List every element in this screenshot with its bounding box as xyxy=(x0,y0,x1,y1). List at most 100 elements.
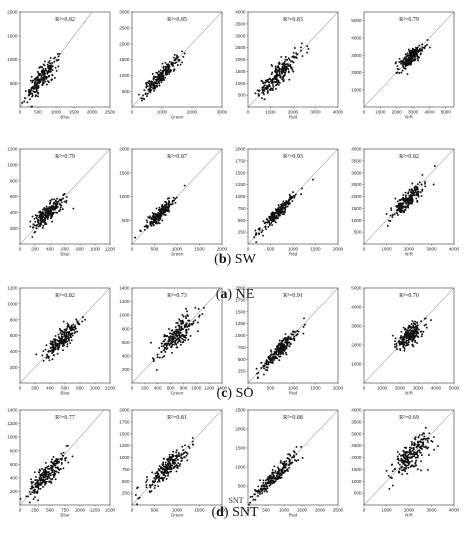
data-point xyxy=(406,454,409,457)
data-point xyxy=(49,62,52,65)
data-point xyxy=(175,328,178,331)
data-point xyxy=(397,202,400,205)
data-point xyxy=(32,481,34,484)
x-tick-label: 2000 xyxy=(404,508,415,513)
x-tick-label: 0 xyxy=(131,110,134,115)
data-point xyxy=(41,219,44,222)
x-axis-label: Blue xyxy=(60,252,70,257)
data-point xyxy=(46,212,49,215)
data-point xyxy=(414,190,417,193)
data-point xyxy=(46,72,49,75)
data-point xyxy=(165,345,168,348)
data-point xyxy=(186,452,189,455)
data-point xyxy=(294,331,297,334)
data-point xyxy=(398,470,400,473)
data-point xyxy=(275,216,278,219)
data-point xyxy=(278,359,281,362)
data-point xyxy=(167,200,170,203)
data-point xyxy=(145,224,148,227)
data-point xyxy=(181,313,184,316)
x-tick-label: 0 xyxy=(19,386,22,391)
data-point xyxy=(176,328,179,331)
data-point xyxy=(291,456,294,459)
data-point xyxy=(401,197,404,200)
data-point xyxy=(143,225,146,228)
data-point xyxy=(395,205,398,208)
data-point xyxy=(417,56,420,59)
data-point xyxy=(281,63,284,66)
data-point xyxy=(166,471,169,474)
data-point xyxy=(284,55,287,58)
data-point xyxy=(66,335,69,338)
y-tick-label: 4000 xyxy=(351,408,362,413)
data-point xyxy=(155,79,158,82)
data-point xyxy=(403,347,406,350)
data-point xyxy=(158,206,161,209)
data-point xyxy=(276,345,278,348)
y-tick-label: 500 xyxy=(238,357,246,362)
data-point xyxy=(282,63,285,66)
data-point xyxy=(276,474,279,477)
data-point xyxy=(407,459,410,462)
data-point xyxy=(407,201,410,204)
data-point xyxy=(39,482,42,485)
data-point xyxy=(278,349,281,352)
data-point xyxy=(261,492,264,495)
data-point xyxy=(163,469,166,471)
data-point xyxy=(156,356,159,359)
data-point xyxy=(65,196,68,198)
data-point xyxy=(409,328,412,331)
y-tick-label: 250 xyxy=(238,230,246,235)
x-tick-label: 600 xyxy=(61,386,69,391)
data-point xyxy=(405,458,408,461)
data-point xyxy=(283,349,286,352)
data-point xyxy=(293,196,296,199)
data-point xyxy=(268,216,271,219)
data-point xyxy=(287,201,290,203)
data-point xyxy=(39,81,41,84)
data-point xyxy=(167,70,170,73)
data-point xyxy=(157,485,160,488)
x-tick-label: 1200 xyxy=(204,386,215,391)
data-point xyxy=(387,474,390,477)
data-point xyxy=(284,63,287,66)
data-point xyxy=(58,344,61,347)
x-tick-label: 1000 xyxy=(51,110,62,115)
data-point xyxy=(412,330,415,333)
data-point xyxy=(292,337,295,340)
data-point xyxy=(45,471,48,473)
data-point xyxy=(257,93,260,95)
data-point xyxy=(172,69,175,72)
point-group xyxy=(150,306,205,371)
data-point xyxy=(28,93,31,96)
data-point xyxy=(261,86,264,89)
y-tick-label: 1500 xyxy=(235,446,246,451)
data-point xyxy=(48,66,51,69)
y-tick-label: 500 xyxy=(122,89,130,94)
one-to-one-line xyxy=(19,148,111,245)
data-point xyxy=(183,456,186,459)
data-point xyxy=(45,356,48,359)
data-point xyxy=(413,465,416,467)
data-point xyxy=(272,89,274,92)
data-point xyxy=(416,188,419,191)
data-point xyxy=(281,347,284,350)
data-point xyxy=(280,72,283,75)
data-point xyxy=(31,94,34,97)
data-point xyxy=(275,215,278,217)
data-point xyxy=(390,464,393,466)
data-point xyxy=(51,69,54,72)
data-point xyxy=(414,461,417,464)
y-tick-label: 500 xyxy=(122,218,130,223)
data-point xyxy=(46,207,49,210)
data-point xyxy=(74,326,76,329)
data-point xyxy=(276,71,278,74)
data-point xyxy=(46,210,49,213)
y-tick-label: 1000 xyxy=(119,313,130,318)
data-point xyxy=(65,456,68,459)
one-to-one-line xyxy=(19,11,93,108)
r-squared-label: R²=0.77 xyxy=(55,415,75,421)
data-point xyxy=(413,334,416,337)
data-point xyxy=(259,479,262,482)
scatter-panel-r3-c1: 0 500 1000 1500 2000250500750100012501500175… xyxy=(119,408,227,518)
